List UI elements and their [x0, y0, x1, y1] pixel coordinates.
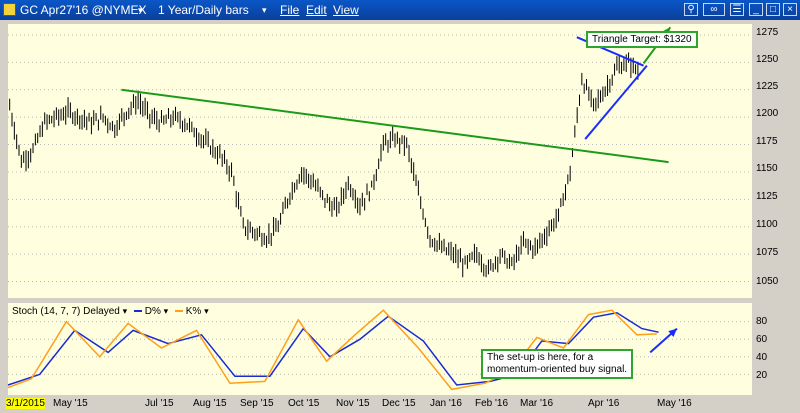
setup-note-line: The set-up is here, for a [487, 352, 594, 363]
k-label: K% [185, 306, 202, 317]
title-bar[interactable]: GC Apr27'16 @NYMEX ▾ 1 Year/Daily bars ▾… [0, 0, 800, 20]
link-group-icon[interactable]: ∞ [703, 3, 725, 16]
symbol-dropdown-icon[interactable]: ▾ [138, 5, 143, 15]
triangle-lower-line [584, 65, 648, 140]
y-tick: 1225 [756, 81, 779, 92]
k-line-swatch [174, 310, 183, 313]
period-dropdown-icon[interactable]: ▾ [262, 5, 267, 15]
stoch-y-tick: 40 [756, 352, 768, 363]
menu-view[interactable]: View [333, 3, 359, 17]
price-bars [9, 52, 639, 278]
x-tick: Apr '16 [588, 398, 620, 409]
setup-note-line: momentum-oriented buy signal. [487, 364, 628, 375]
triangle-target-label: Triangle Target: $1320 [586, 31, 698, 48]
stoch-dropdown-icon[interactable]: ▾ [122, 306, 128, 316]
x-tick: Feb '16 [475, 398, 509, 409]
stoch-k-line [7, 309, 657, 391]
stoch-lines [7, 309, 659, 391]
d-dropdown-icon[interactable]: ▾ [163, 306, 169, 316]
x-tick: Sep '15 [240, 398, 274, 409]
overlays [121, 26, 678, 354]
y-tick: 1275 [756, 27, 779, 38]
x-tick-start-date: 3/1/2015 [6, 398, 45, 409]
y-tick: 1250 [756, 54, 779, 65]
setup-note: The set-up is here, for a momentum-orien… [481, 349, 634, 379]
tools-icon[interactable]: ☰ [730, 3, 744, 16]
d-label: D% [144, 306, 161, 317]
x-tick: Nov '15 [336, 398, 370, 409]
stoch-legend[interactable]: Stoch (14, 7, 7) Delayed ▾ D% ▾ K% ▾ [12, 306, 209, 317]
y-tick: 1150 [756, 163, 778, 174]
y-tick: 1100 [756, 219, 778, 230]
grid [8, 34, 752, 375]
x-tick: Jul '15 [145, 398, 174, 409]
x-tick: Mar '16 [520, 398, 554, 409]
stoch-params: (14, 7, 7) Delayed [40, 306, 120, 317]
period-label: 1 Year/Daily bars [158, 3, 249, 17]
stoch-name: Stoch [12, 306, 38, 317]
x-tick: Dec '15 [382, 398, 416, 409]
stoch-y-tick: 20 [756, 370, 768, 381]
stoch-y-tick: 60 [756, 334, 768, 345]
y-tick: 1075 [756, 247, 779, 258]
minimize-icon[interactable]: _ [749, 3, 763, 16]
k-dropdown-icon[interactable]: ▾ [204, 306, 209, 316]
y-tick: 1175 [756, 136, 778, 147]
menu-file[interactable]: File [280, 3, 300, 17]
x-tick: May '15 [53, 398, 88, 409]
price-panel [8, 24, 752, 298]
stoch-y-tick: 80 [756, 316, 768, 327]
menu-edit[interactable]: Edit [306, 3, 327, 17]
x-tick: Oct '15 [288, 398, 320, 409]
close-icon[interactable]: × [783, 3, 797, 16]
app-icon[interactable] [3, 3, 16, 16]
stoch-d-line [7, 312, 659, 386]
resistance-trendline [121, 88, 669, 164]
link-icon[interactable]: ⚲ [684, 3, 698, 16]
x-tick: Jan '16 [430, 398, 462, 409]
x-tick: May '16 [657, 398, 692, 409]
y-tick: 1200 [756, 108, 779, 119]
x-tick: Aug '15 [193, 398, 227, 409]
maximize-icon[interactable]: □ [766, 3, 780, 16]
d-line-swatch [133, 310, 142, 313]
window-title: GC Apr27'16 @NYMEX [20, 3, 147, 17]
y-tick: 1050 [756, 276, 779, 287]
setup-arrow-head [668, 328, 677, 337]
y-tick: 1125 [756, 191, 778, 202]
